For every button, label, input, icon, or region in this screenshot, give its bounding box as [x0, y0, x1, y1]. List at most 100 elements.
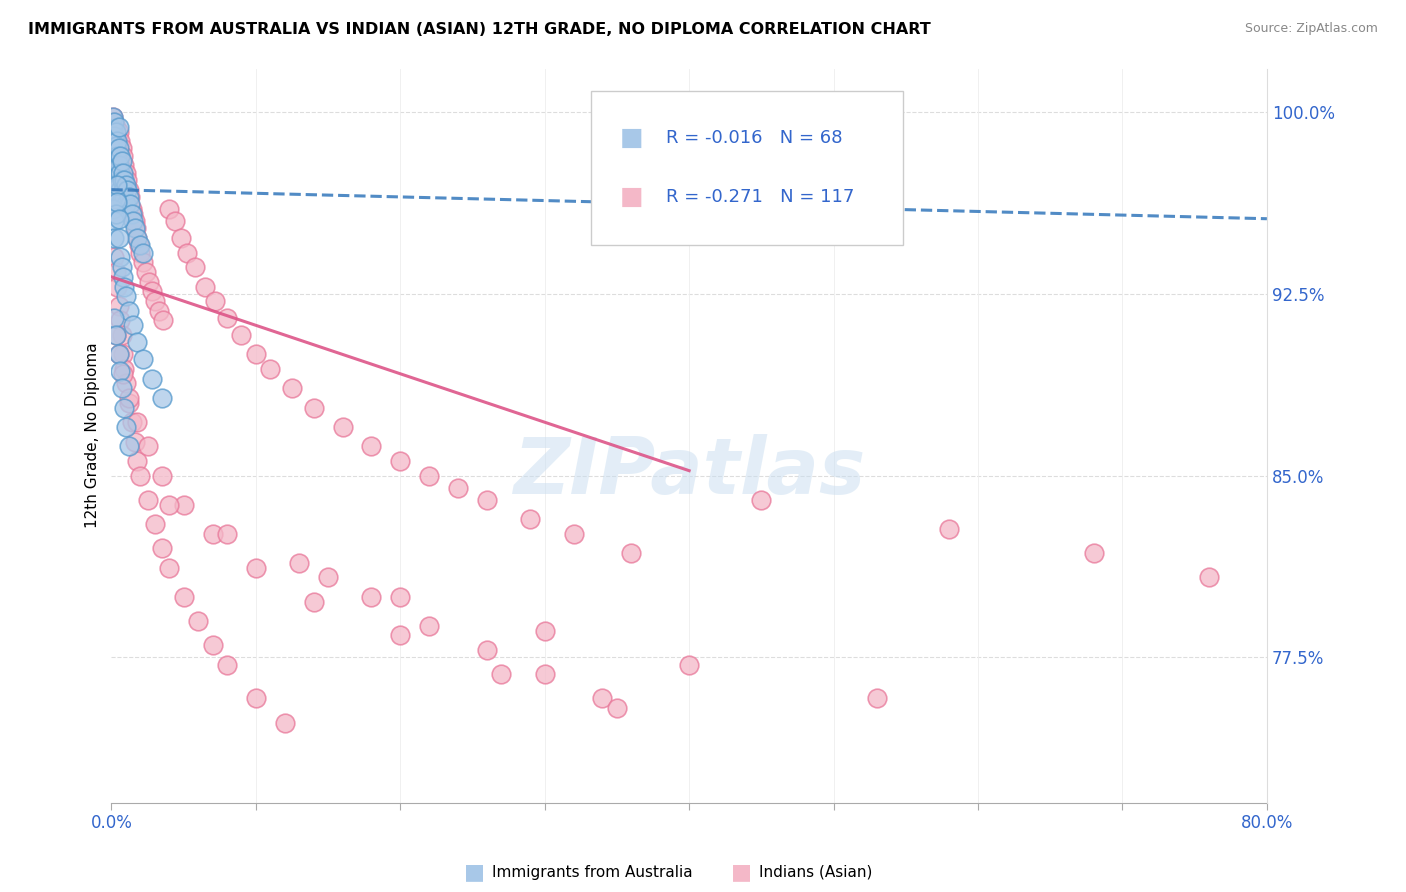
- Point: [215, 311, 238, 326]
- Point: [117, 173, 139, 187]
- Point: [592, 691, 614, 706]
- Text: Immigrants from Australia: Immigrants from Australia: [492, 865, 693, 880]
- Point: [533, 667, 555, 681]
- Point: [115, 289, 138, 303]
- Point: [150, 541, 173, 556]
- Text: ZIPatlas: ZIPatlas: [513, 434, 865, 510]
- Point: [302, 401, 325, 415]
- Point: [118, 440, 141, 454]
- Point: [112, 173, 135, 187]
- Point: [389, 454, 412, 468]
- Text: ■: ■: [620, 127, 644, 150]
- Text: IMMIGRANTS FROM AUSTRALIA VS INDIAN (ASIAN) 12TH GRADE, NO DIPLOMA CORRELATION C: IMMIGRANTS FROM AUSTRALIA VS INDIAN (ASI…: [28, 22, 931, 37]
- Point: [107, 347, 129, 361]
- Point: [184, 260, 207, 275]
- Point: [108, 183, 131, 197]
- Point: [107, 144, 129, 158]
- Text: ■: ■: [731, 863, 752, 882]
- Point: [107, 178, 129, 192]
- Point: [127, 415, 149, 429]
- Point: [105, 194, 128, 209]
- Point: [125, 221, 148, 235]
- Point: [176, 245, 198, 260]
- Point: [108, 158, 131, 172]
- Point: [129, 468, 152, 483]
- Y-axis label: 12th Grade, No Diploma: 12th Grade, No Diploma: [86, 343, 100, 528]
- Point: [108, 251, 131, 265]
- Point: [115, 190, 138, 204]
- Point: [157, 498, 180, 512]
- Point: [128, 238, 150, 252]
- Point: [104, 163, 127, 178]
- Point: [112, 190, 135, 204]
- Point: [201, 526, 224, 541]
- Point: [187, 614, 209, 628]
- Point: [103, 251, 125, 265]
- Point: [138, 275, 160, 289]
- Point: [115, 166, 138, 180]
- Point: [245, 347, 267, 361]
- Point: [150, 391, 173, 405]
- Point: [110, 192, 132, 206]
- Point: [316, 570, 339, 584]
- Point: [118, 183, 141, 197]
- Point: [360, 440, 382, 454]
- Point: [124, 434, 146, 449]
- Point: [103, 311, 125, 326]
- Point: [132, 255, 155, 269]
- Point: [475, 643, 498, 657]
- Point: [108, 134, 131, 148]
- Point: [104, 328, 127, 343]
- Point: [103, 115, 125, 129]
- Point: [104, 120, 127, 134]
- Point: [107, 158, 129, 172]
- Point: [110, 260, 132, 275]
- Point: [110, 153, 132, 168]
- Point: [110, 381, 132, 395]
- Point: [1083, 546, 1105, 560]
- Point: [127, 231, 149, 245]
- Point: [127, 454, 149, 468]
- Point: [606, 701, 628, 715]
- Point: [118, 391, 141, 405]
- Point: [105, 279, 128, 293]
- Point: [938, 522, 960, 536]
- Text: Source: ZipAtlas.com: Source: ZipAtlas.com: [1244, 22, 1378, 36]
- Point: [118, 396, 141, 410]
- Point: [105, 134, 128, 148]
- Point: [112, 279, 135, 293]
- Point: [107, 197, 129, 211]
- Point: [105, 178, 128, 192]
- FancyBboxPatch shape: [591, 91, 903, 244]
- Point: [519, 512, 541, 526]
- Point: [105, 149, 128, 163]
- Point: [136, 492, 159, 507]
- Point: [115, 376, 138, 391]
- Point: [281, 381, 304, 395]
- Point: [332, 420, 354, 434]
- Point: [101, 202, 124, 216]
- Point: [101, 134, 124, 148]
- Point: [107, 141, 129, 155]
- Point: [112, 362, 135, 376]
- Point: [115, 178, 138, 192]
- Point: [259, 362, 281, 376]
- Point: [107, 231, 129, 245]
- Point: [143, 294, 166, 309]
- Point: [111, 173, 134, 187]
- Point: [104, 153, 127, 168]
- Point: [475, 492, 498, 507]
- Point: [111, 269, 134, 284]
- Point: [103, 158, 125, 172]
- Point: [274, 715, 297, 730]
- Point: [103, 134, 125, 148]
- Point: [110, 328, 132, 343]
- Point: [101, 129, 124, 144]
- Point: [143, 516, 166, 531]
- Point: [117, 183, 139, 197]
- Point: [447, 481, 470, 495]
- Point: [562, 526, 585, 541]
- Point: [111, 166, 134, 180]
- Point: [121, 207, 143, 221]
- Point: [101, 110, 124, 124]
